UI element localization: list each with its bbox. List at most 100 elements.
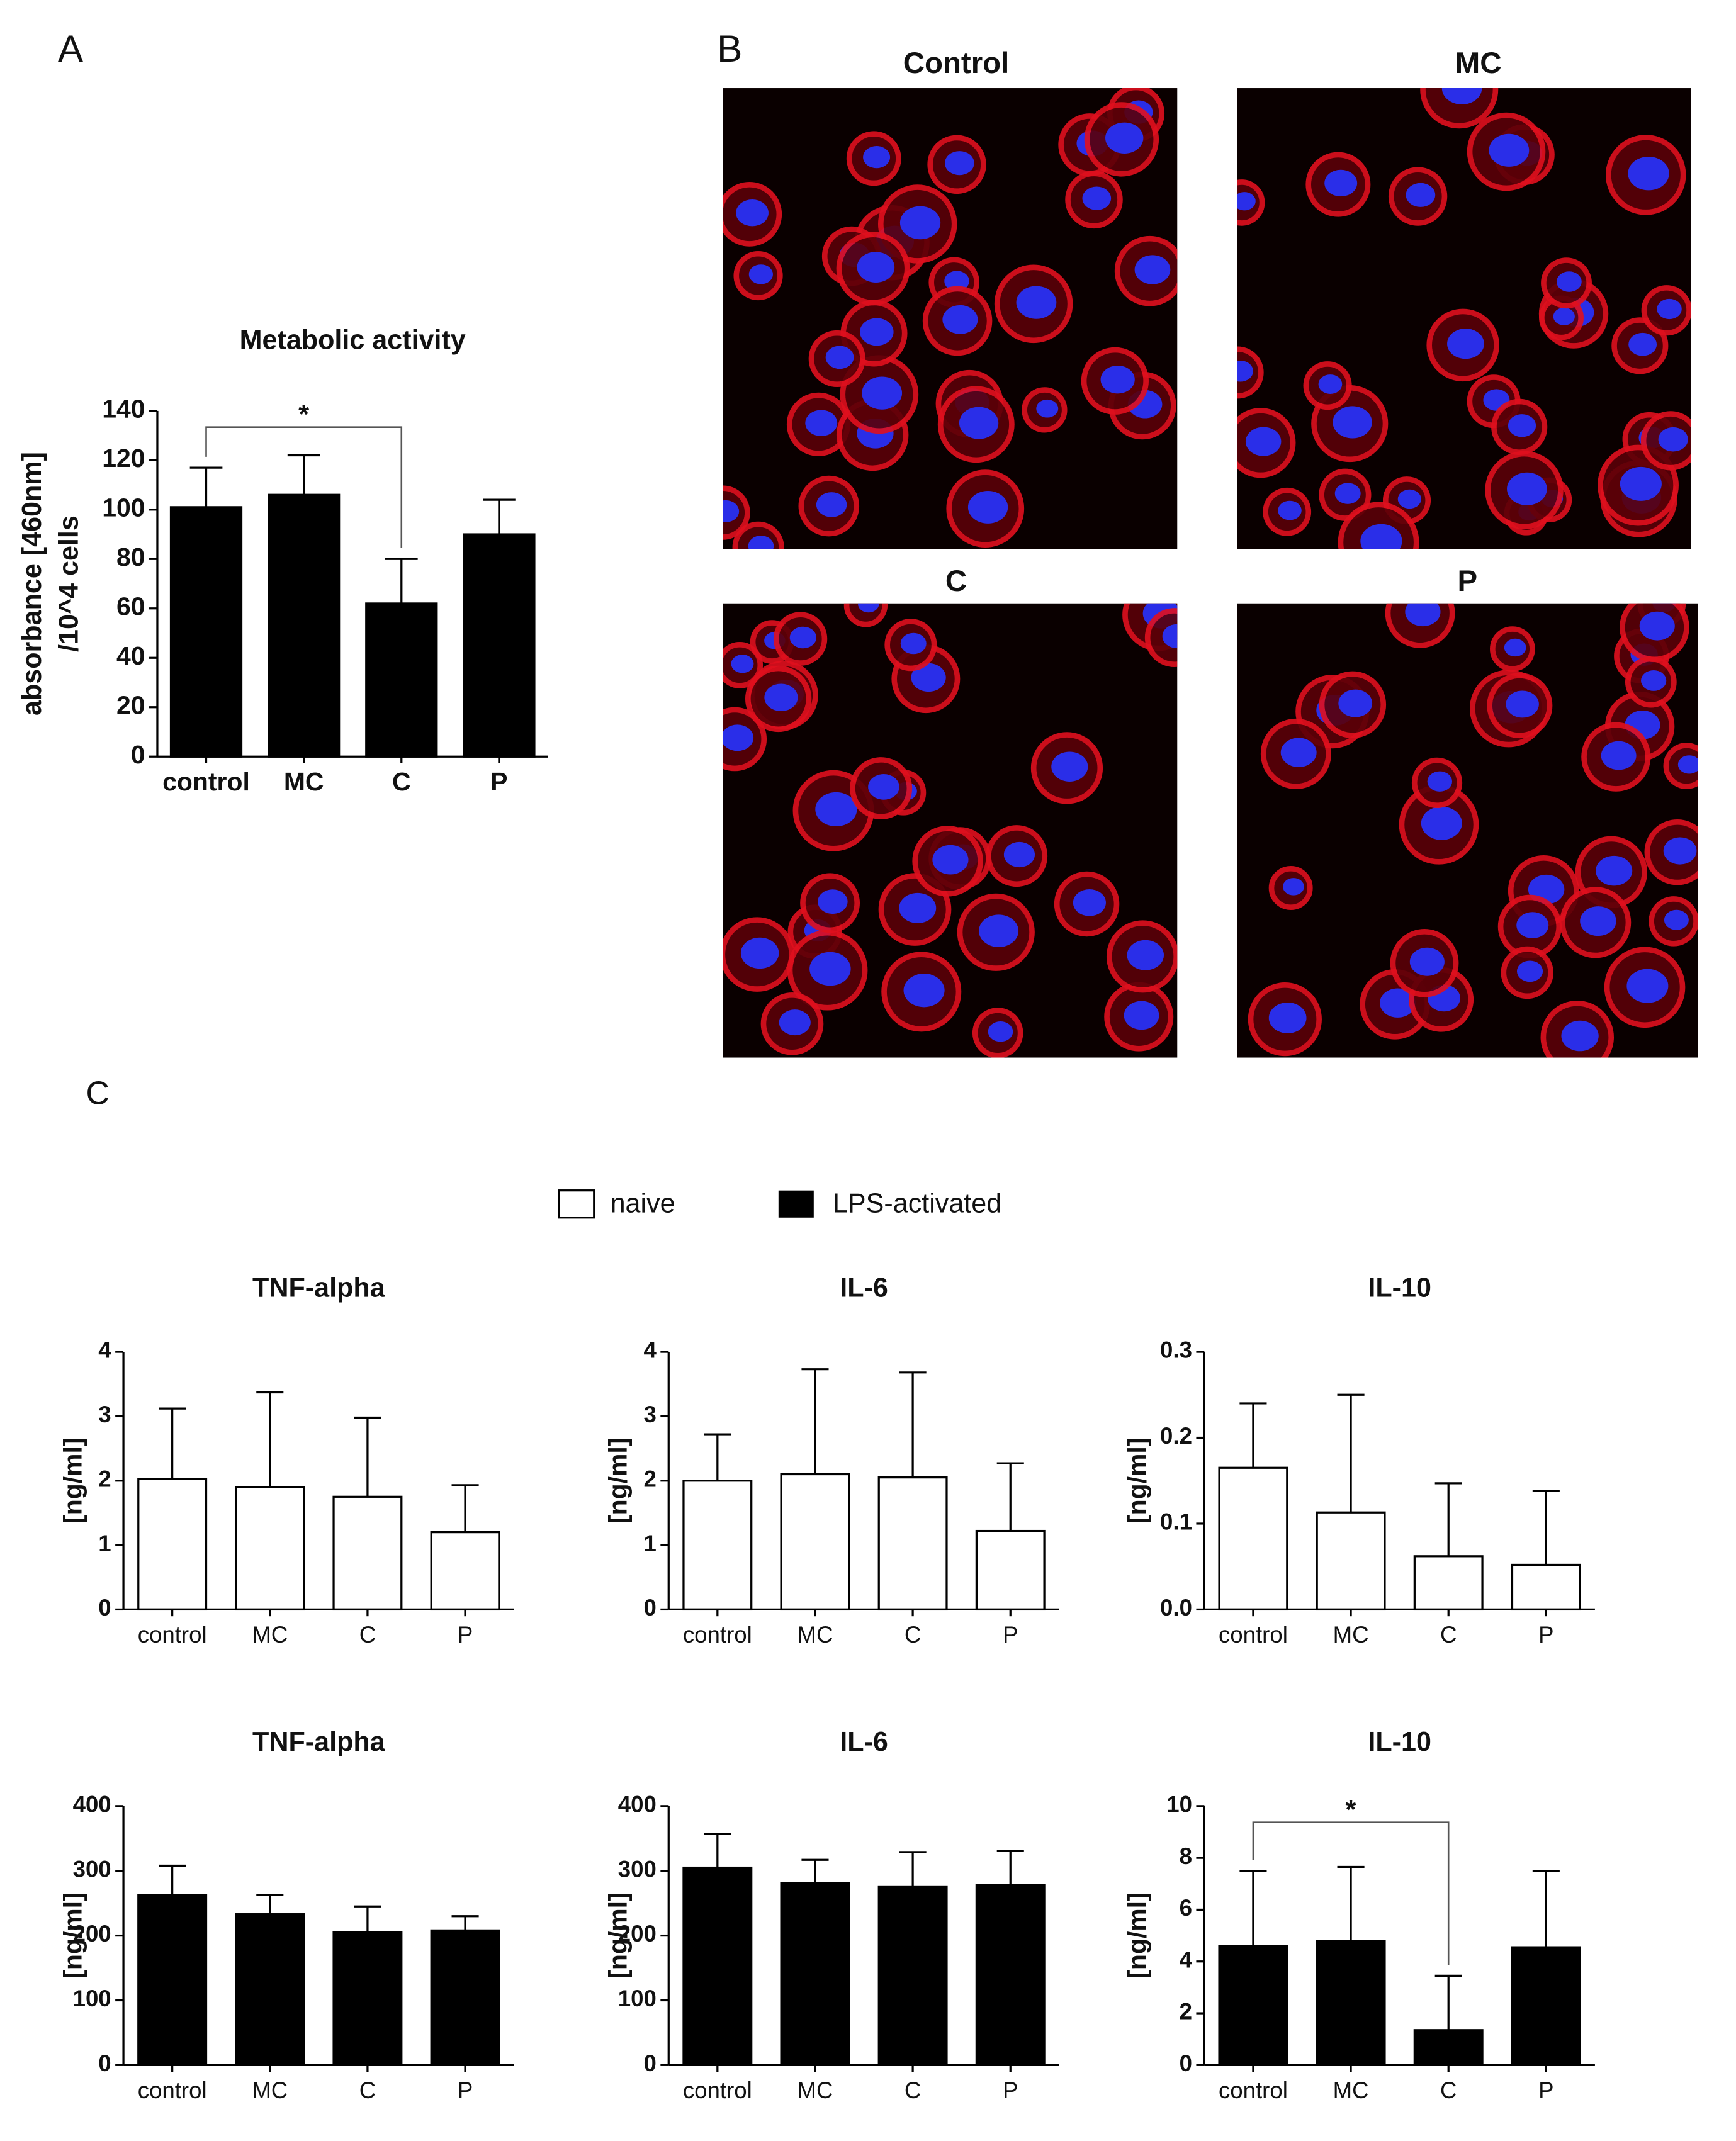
chart-title: Metabolic activity	[240, 325, 466, 355]
y-axis-label: [ng/ml]	[58, 1892, 87, 1978]
nucleus	[862, 376, 903, 410]
y-tick-label: 0	[98, 1595, 111, 1621]
x-tick-label: MC	[797, 1622, 833, 1648]
nucleus	[1620, 466, 1662, 501]
bar	[975, 1884, 1046, 2066]
nucleus	[860, 318, 894, 346]
y-tick-label: 0.2	[1160, 1423, 1192, 1449]
bar	[1511, 1946, 1581, 2066]
bar	[682, 1480, 753, 1611]
chart-title: IL-10	[1368, 1727, 1431, 1757]
bar	[332, 1495, 403, 1611]
nucleus	[1283, 878, 1304, 896]
nucleus	[764, 683, 798, 712]
y-tick-label: 1	[98, 1531, 111, 1556]
bar	[235, 1913, 305, 2066]
bar	[877, 1885, 948, 2066]
nucleus	[899, 892, 937, 923]
nucleus	[967, 491, 1008, 524]
y-tick-label: 2	[1180, 1999, 1192, 2025]
nucleus	[723, 724, 754, 751]
image-title: Control	[903, 47, 1009, 80]
nucleus	[1082, 186, 1112, 210]
nucleus	[748, 264, 774, 284]
y-tick-label: 400	[73, 1792, 111, 1818]
nucleus	[736, 199, 769, 227]
nucleus	[988, 1021, 1013, 1042]
nucleus	[1516, 960, 1543, 982]
bar	[877, 1476, 948, 1611]
y-tick-label: 0	[131, 740, 145, 769]
nucleus	[1338, 689, 1373, 717]
nucleus	[1333, 406, 1372, 439]
bar	[1413, 1555, 1484, 1611]
y-tick-label: 40	[116, 641, 145, 670]
y-tick-label: 0	[643, 1595, 656, 1621]
bar	[430, 1531, 500, 1611]
nucleus	[1406, 183, 1436, 207]
y-tick-label: 200	[73, 1921, 111, 1947]
nucleus	[825, 346, 854, 369]
nucleus	[1003, 841, 1035, 868]
x-tick-label: control	[138, 2077, 207, 2103]
nucleus	[1639, 611, 1675, 641]
y-tick-label: 400	[618, 1792, 657, 1818]
cells	[1237, 88, 1691, 549]
nucleus	[1601, 741, 1637, 770]
panel-label: B	[717, 27, 742, 70]
nucleus	[900, 632, 927, 655]
significance-label: *	[298, 400, 309, 430]
x-tick-label: C	[905, 2077, 921, 2103]
y-axis-label: [ng/ml]	[58, 1438, 87, 1524]
x-tick-label: P	[1538, 2077, 1553, 2103]
x-tick-label: C	[359, 1622, 376, 1648]
bar	[1218, 1945, 1288, 2066]
nucleus	[1657, 298, 1682, 320]
x-tick-label: C	[392, 767, 411, 796]
y-tick-label: 200	[618, 1921, 657, 1947]
chart-title: IL-6	[840, 1273, 888, 1303]
y-tick-label: 0	[98, 2050, 111, 2076]
y-tick-label: 0.0	[1160, 1595, 1192, 1621]
nucleus	[818, 889, 848, 914]
image-title: P	[1458, 565, 1478, 598]
nucleus	[723, 500, 740, 522]
nucleus	[1421, 806, 1462, 840]
nucleus	[911, 663, 946, 692]
nucleus	[868, 774, 899, 800]
nucleus	[1124, 1001, 1159, 1030]
significance-label: *	[1346, 1795, 1356, 1825]
x-tick-label: C	[1440, 2077, 1457, 2103]
x-tick-label: MC	[1333, 2077, 1369, 2103]
nucleus	[1664, 909, 1689, 930]
chart-title: TNF-alpha	[252, 1273, 386, 1303]
nucleus	[1073, 889, 1106, 916]
nucleus	[1553, 307, 1575, 325]
bar	[975, 1529, 1046, 1611]
x-tick-label: P	[458, 2077, 473, 2103]
nucleus	[1427, 771, 1453, 792]
x-tick-label: P	[1003, 2077, 1018, 2103]
x-tick-label: C	[1440, 1622, 1457, 1648]
y-tick-label: 8	[1180, 1843, 1192, 1869]
y-tick-label: 100	[618, 1986, 657, 2011]
y-tick-label: 2	[98, 1466, 111, 1492]
nucleus	[903, 974, 945, 1008]
y-tick-label: 300	[618, 1856, 657, 1882]
nucleus	[731, 655, 754, 673]
y-axis-label: /10^4 cells	[54, 515, 84, 652]
nucleus	[1447, 329, 1484, 359]
x-tick-label: P	[458, 1622, 473, 1648]
legend-label: LPS-activated	[833, 1189, 1001, 1219]
y-axis-label: [ng/ml]	[604, 1438, 633, 1524]
x-tick-label: P	[1003, 1622, 1018, 1648]
y-tick-label: 20	[116, 691, 145, 720]
legend-swatch	[778, 1190, 814, 1218]
nucleus	[1489, 133, 1530, 167]
chart-title: IL-10	[1368, 1273, 1431, 1303]
bar	[332, 1931, 403, 2066]
bar	[235, 1486, 305, 1611]
x-tick-label: control	[1219, 1622, 1288, 1648]
nucleus	[1508, 414, 1536, 437]
